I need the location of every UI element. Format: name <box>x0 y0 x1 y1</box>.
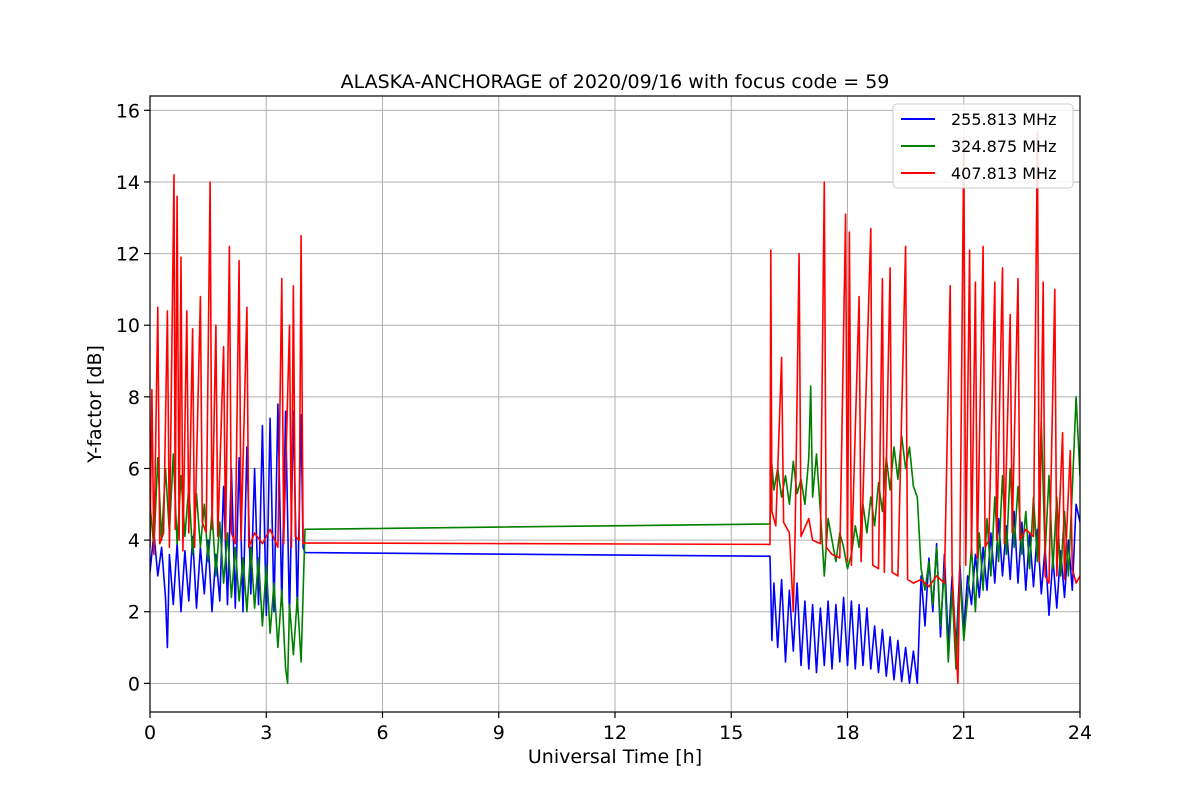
x-tick-label: 6 <box>376 722 388 744</box>
x-tick-label: 18 <box>835 722 859 744</box>
legend-label-3: 407.813 MHz <box>951 164 1056 183</box>
x-tick-label: 3 <box>260 722 272 744</box>
x-tick-label: 21 <box>952 722 976 744</box>
chart-title: ALASKA-ANCHORAGE of 2020/09/16 with focu… <box>341 71 890 93</box>
y-tick-label: 10 <box>116 315 140 337</box>
y-axis-label: Y-factor [dB] <box>84 345 106 464</box>
series-line-3 <box>150 131 1080 685</box>
series-line-1 <box>150 403 1080 685</box>
legend: 255.813 MHz 324.875 MHz 407.813 MHz <box>892 103 1074 189</box>
y-tick-label: 8 <box>128 387 140 409</box>
x-tick-label: 0 <box>144 722 156 744</box>
y-tick-label: 0 <box>128 673 140 695</box>
x-tick-label: 24 <box>1068 722 1092 744</box>
x-axis-label: Universal Time [h] <box>528 746 702 768</box>
legend-label-2: 324.875 MHz <box>951 137 1056 156</box>
y-tick-label: 14 <box>116 172 140 194</box>
y-tick-label: 6 <box>128 458 140 480</box>
y-tick-label: 4 <box>128 530 140 552</box>
series-layer <box>150 131 1080 685</box>
x-tick-label: 12 <box>603 722 627 744</box>
series-line-2 <box>150 385 1080 685</box>
x-tick-label: 15 <box>719 722 743 744</box>
y-tick-label: 12 <box>116 244 140 266</box>
y-tick-label: 2 <box>128 602 140 624</box>
x-tick-label: 9 <box>493 722 505 744</box>
legend-label-1: 255.813 MHz <box>951 110 1056 129</box>
y-tick-label: 16 <box>116 100 140 122</box>
legend-box <box>892 103 1074 189</box>
